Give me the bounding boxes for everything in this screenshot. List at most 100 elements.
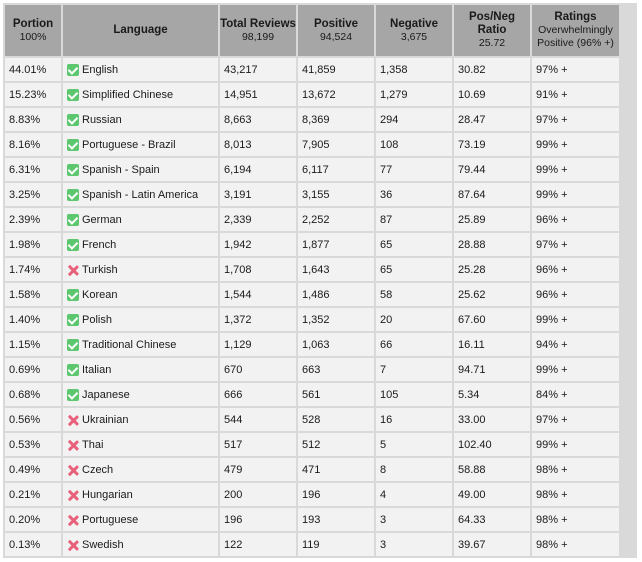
cell-total-reviews: 8,013	[220, 133, 296, 156]
cell-ratio: 67.60	[454, 308, 530, 331]
cell-positive: 7,905	[298, 133, 374, 156]
cell-ratio: 33.00	[454, 408, 530, 431]
cell-ratio: 16.11	[454, 333, 530, 356]
cell-language: Korean	[63, 283, 218, 306]
language-name: English	[82, 63, 119, 76]
cell-positive: 193	[298, 508, 374, 531]
language-name: German	[82, 213, 122, 226]
table-row: 0.68% Japanese 666 561 105 5.34 84% +	[5, 383, 619, 406]
cell-portion: 15.23%	[5, 83, 61, 106]
cell-language: Italian	[63, 358, 218, 381]
cell-portion: 2.39%	[5, 208, 61, 231]
cell-positive: 6,117	[298, 158, 374, 181]
table-row: 0.49% Czech 479 471 8 58.88 98% +	[5, 458, 619, 481]
cell-language: Traditional Chinese	[63, 333, 218, 356]
cross-icon	[67, 439, 79, 451]
cell-ratio: 87.64	[454, 183, 530, 206]
cell-rating: 84% +	[532, 383, 619, 406]
header-total-title: Total Reviews	[220, 17, 296, 30]
table-row: 8.16% Portuguese - Brazil 8,013 7,905 108 73.…	[5, 133, 619, 156]
language-name: Swedish	[82, 538, 124, 551]
cell-language: Simplified Chinese	[63, 83, 218, 106]
cell-rating: 97% +	[532, 408, 619, 431]
header-ratings-summary: Overwhelmingly Positive (96% +)	[537, 24, 614, 49]
cell-total-reviews: 544	[220, 408, 296, 431]
language-label: Simplified Chinese	[67, 88, 218, 101]
cell-rating: 99% +	[532, 433, 619, 456]
table-row: 1.40% Polish 1,372 1,352 20 67.60 99% +	[5, 308, 619, 331]
cell-rating: 99% +	[532, 358, 619, 381]
cell-portion: 6.31%	[5, 158, 61, 181]
cell-language: Swedish	[63, 533, 218, 556]
check-icon	[67, 288, 79, 301]
cell-negative: 3	[376, 508, 452, 531]
cell-rating: 97% +	[532, 58, 619, 81]
header-portion-title: Portion	[12, 17, 54, 30]
cell-total-reviews: 1,372	[220, 308, 296, 331]
cell-language: Ukrainian	[63, 408, 218, 431]
cell-negative: 105	[376, 383, 452, 406]
cell-portion: 8.16%	[5, 133, 61, 156]
table-row: 44.01% English 43,217 41,859 1,358 30.82 97% +	[5, 58, 619, 81]
language-name: Polish	[82, 313, 112, 326]
cell-negative: 65	[376, 233, 452, 256]
cell-portion: 0.21%	[5, 483, 61, 506]
cell-ratio: 73.19	[454, 133, 530, 156]
language-label: Turkish	[67, 264, 218, 276]
cell-rating: 99% +	[532, 308, 619, 331]
cell-rating: 97% +	[532, 108, 619, 131]
table-row: 0.69% Italian 670 663 7 94.71 99% +	[5, 358, 619, 381]
cell-positive: 1,643	[298, 258, 374, 281]
language-label: Hungarian	[67, 489, 218, 501]
language-name: Turkish	[82, 263, 118, 276]
cell-ratio: 79.44	[454, 158, 530, 181]
cell-negative: 58	[376, 283, 452, 306]
cell-ratio: 64.33	[454, 508, 530, 531]
cell-negative: 16	[376, 408, 452, 431]
cell-negative: 108	[376, 133, 452, 156]
cell-rating: 98% +	[532, 458, 619, 481]
cell-portion: 8.83%	[5, 108, 61, 131]
table-row: 1.15% Traditional Chinese 1,129 1,063 66 16.1…	[5, 333, 619, 356]
header-positive: Positive 94,524	[298, 5, 374, 56]
check-icon	[67, 213, 79, 226]
check-icon	[67, 363, 79, 376]
cell-total-reviews: 6,194	[220, 158, 296, 181]
cross-icon	[67, 489, 79, 501]
table-row: 6.31% Spanish - Spain 6,194 6,117 77 79.44 99%…	[5, 158, 619, 181]
check-icon	[67, 63, 79, 76]
language-name: Portuguese - Brazil	[82, 138, 176, 151]
cell-total-reviews: 200	[220, 483, 296, 506]
language-name: Traditional Chinese	[82, 338, 177, 351]
cell-negative: 5	[376, 433, 452, 456]
cell-total-reviews: 1,544	[220, 283, 296, 306]
table-row: 2.39% German 2,339 2,252 87 25.89 96% +	[5, 208, 619, 231]
cell-rating: 96% +	[532, 283, 619, 306]
header-positive-title: Positive	[313, 17, 359, 30]
cross-icon	[67, 514, 79, 526]
check-icon	[67, 238, 79, 251]
table-row: 0.20% Portuguese 196 193 3 64.33 98% +	[5, 508, 619, 531]
header-ratings-title: Ratings	[554, 11, 597, 23]
cell-ratio: 94.71	[454, 358, 530, 381]
cross-icon	[67, 539, 79, 551]
cell-portion: 1.74%	[5, 258, 61, 281]
cell-negative: 77	[376, 158, 452, 181]
cell-positive: 1,063	[298, 333, 374, 356]
cell-negative: 66	[376, 333, 452, 356]
language-name: Thai	[82, 438, 104, 451]
cell-ratio: 30.82	[454, 58, 530, 81]
language-label: Portuguese - Brazil	[67, 138, 218, 151]
cell-total-reviews: 196	[220, 508, 296, 531]
table-row: 0.56% Ukrainian 544 528 16 33.00 97% +	[5, 408, 619, 431]
cell-total-reviews: 666	[220, 383, 296, 406]
table-row: 1.98% French 1,942 1,877 65 28.88 97% +	[5, 233, 619, 256]
cell-portion: 0.20%	[5, 508, 61, 531]
header-portion-total: 100%	[19, 30, 47, 43]
header-language: Language	[63, 5, 218, 56]
language-label: Japanese	[67, 388, 218, 401]
header-negative: Negative 3,675	[376, 5, 452, 56]
language-label: Italian	[67, 363, 218, 376]
language-name: Japanese	[82, 388, 130, 401]
cell-rating: 99% +	[532, 133, 619, 156]
